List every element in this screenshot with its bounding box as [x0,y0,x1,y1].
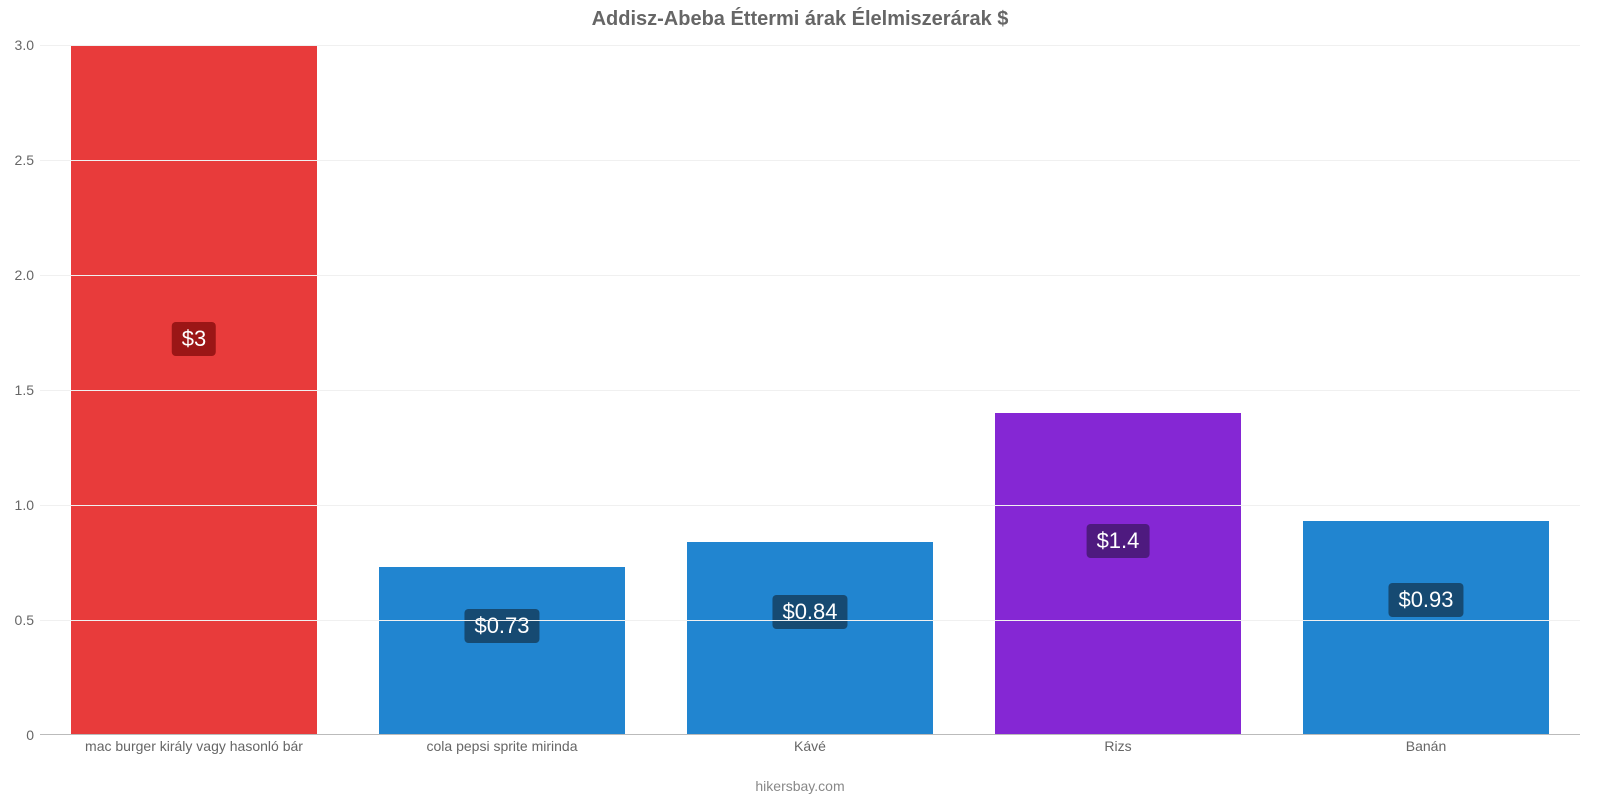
attribution-text: hikersbay.com [0,778,1600,794]
gridline [40,505,1580,506]
xtick-label: Kávé [794,738,826,754]
bar-value-label: $0.93 [1388,583,1463,617]
ytick-label: 3.0 [4,37,34,53]
plot-area: $3 $0.73 $0.84 $1.4 $0.93 [40,45,1580,735]
xtick-label: Rizs [1104,738,1131,754]
ytick-label: 1.5 [4,382,34,398]
gridline [40,390,1580,391]
bar-value-label: $0.73 [464,609,539,643]
ytick-label: 2.5 [4,152,34,168]
bar: $1.4 [995,413,1241,735]
x-axis-line [40,734,1580,735]
bar: $0.84 [687,542,933,735]
ytick-label: 0 [4,727,34,743]
gridline [40,160,1580,161]
bar: $0.93 [1303,521,1549,735]
chart-title: Addisz-Abeba Éttermi árak Élelmiszerárak… [0,8,1600,31]
bar: $0.73 [379,567,625,735]
xtick-label: cola pepsi sprite mirinda [427,738,578,754]
gridline [40,620,1580,621]
xtick-label: Banán [1406,738,1446,754]
bar-value-label: $3 [172,322,216,356]
ytick-label: 1.0 [4,497,34,513]
ytick-label: 0.5 [4,612,34,628]
gridline [40,45,1580,46]
ytick-label: 2.0 [4,267,34,283]
gridline [40,275,1580,276]
bar-value-label: $0.84 [772,595,847,629]
price-bar-chart: Addisz-Abeba Éttermi árak Élelmiszerárak… [0,0,1600,800]
xtick-label: mac burger király vagy hasonló bár [85,738,303,754]
bar-value-label: $1.4 [1087,524,1150,558]
